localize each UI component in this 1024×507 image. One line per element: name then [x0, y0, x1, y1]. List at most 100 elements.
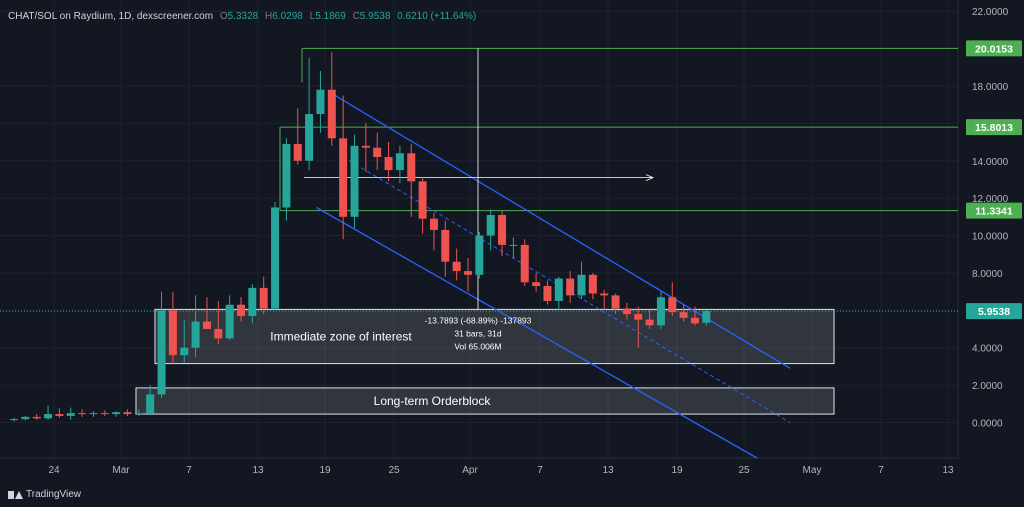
candle-body [656, 297, 665, 326]
zone-immediate-interest [154, 308, 835, 365]
y-tick-label: 4.0000 [972, 344, 1003, 355]
candle [123, 409, 132, 416]
y-tick-label: 22.0000 [972, 7, 1009, 18]
candle-body [543, 286, 552, 301]
candle [202, 297, 211, 330]
x-tick-label: 7 [186, 465, 192, 476]
candle [464, 257, 472, 292]
candle-body [668, 297, 677, 313]
x-tick-label: 19 [319, 465, 331, 476]
candle-body [679, 312, 688, 318]
y-tick-label: 12.0000 [972, 194, 1009, 205]
level-price-badge-label: 20.0153 [975, 43, 1013, 55]
x-tick-label: Apr [462, 465, 478, 476]
candle [691, 306, 699, 326]
candle-body [588, 274, 597, 294]
candle [429, 213, 438, 251]
candle-body [429, 218, 438, 230]
candle-body [475, 235, 484, 275]
last-price-badge [966, 303, 1022, 320]
candle [89, 411, 98, 417]
measure-arrow-icon [645, 174, 655, 181]
x-tick-label: 25 [388, 465, 400, 476]
candle-body [395, 153, 404, 171]
candle [259, 276, 268, 315]
level-price-badge [966, 40, 1022, 57]
candle [134, 409, 143, 416]
candle [645, 310, 654, 330]
candle-body [350, 145, 359, 217]
candle [78, 409, 87, 417]
candle [600, 289, 609, 311]
candle-body [645, 319, 654, 326]
candle-body [316, 89, 325, 115]
open-value: 5.3328 [227, 11, 259, 22]
candle [361, 123, 370, 172]
candle [339, 95, 348, 240]
candle [407, 143, 416, 217]
candle [305, 57, 314, 171]
candle [21, 415, 30, 421]
candle [44, 405, 53, 420]
candle [543, 280, 552, 305]
candle [66, 407, 75, 420]
candle [225, 295, 234, 341]
candle-body [509, 244, 518, 246]
level-price-badge [966, 119, 1022, 136]
y-tick-label: 14.0000 [972, 157, 1009, 168]
low-value: 5.1869 [315, 11, 346, 22]
candle [486, 209, 495, 251]
candle-body [78, 413, 87, 415]
candle-body [441, 229, 450, 262]
candle [509, 237, 518, 258]
y-tick-label: 0.0000 [972, 418, 1003, 429]
close-value: 5.9538 [359, 11, 391, 22]
candle [702, 309, 711, 326]
candle [327, 52, 336, 146]
channel-lower-line [316, 206, 758, 459]
candle [611, 293, 620, 315]
candle [248, 284, 257, 324]
candle [577, 261, 586, 300]
tradingview-logo-icon [8, 490, 23, 499]
measure-change-label: -13.7893 (-68.89%) -137893 [425, 315, 532, 325]
candle [384, 142, 393, 182]
candle [112, 411, 121, 417]
candle-body [89, 413, 98, 415]
candle-body [532, 282, 541, 287]
candle [520, 239, 529, 287]
x-tick-label: 24 [48, 465, 60, 476]
candle-body [146, 394, 155, 414]
candle-body [622, 308, 631, 315]
candle [668, 282, 677, 316]
change-value: 0.6210 (+11.64%) [397, 11, 477, 22]
candle-body [237, 304, 245, 316]
candle [55, 408, 64, 418]
tradingview-branding[interactable]: TradingView [8, 489, 81, 500]
candle-body [282, 143, 291, 208]
candle [566, 271, 575, 303]
x-tick-label: 19 [671, 465, 683, 476]
candle-body [305, 114, 314, 161]
level-price-badge [966, 202, 1022, 219]
open-label: O [219, 11, 228, 22]
x-tick-label: 13 [942, 465, 954, 476]
y-tick-label: 2.0000 [972, 381, 1003, 392]
candle [554, 276, 563, 311]
candle [10, 417, 18, 422]
x-tick-label: 7 [878, 465, 884, 476]
candle [373, 132, 382, 171]
symbol-title: CHAT/SOL on Raydium, 1D, dexscreener.com [8, 11, 214, 22]
candle-body [21, 416, 30, 420]
candle-body [214, 329, 223, 339]
candle [180, 319, 189, 363]
measure-bars-label: 31 bars, 31d [454, 328, 502, 338]
candle-body [180, 347, 189, 356]
y-tick-label: 18.0000 [972, 82, 1009, 93]
candle [237, 297, 245, 322]
candle-body [293, 143, 302, 161]
zone-label-orderblock: Long-term Orderblock [374, 394, 492, 408]
candle [350, 134, 359, 229]
channel-upper-line [331, 92, 791, 369]
